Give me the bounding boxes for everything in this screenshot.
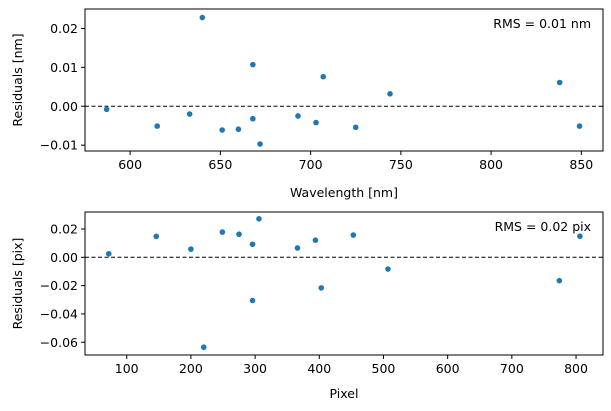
data-point [250,115,256,122]
data-point [219,229,226,235]
data-point [153,233,160,240]
x-axis-label: Wavelength [nm] [290,185,398,200]
data-point [556,79,563,86]
y-tick-label: −0.06 [40,335,78,350]
rms-annotation: RMS = 0.02 pix [495,219,591,234]
y-tick-label: −0.04 [40,306,78,321]
x-tick-label: 400 [307,361,331,376]
data-point [556,277,563,284]
data-point [295,113,301,119]
x-axis-label: Pixel [330,386,359,401]
x-tick-label: 700 [299,157,323,172]
data-point [199,14,206,21]
x-tick-label: 600 [436,361,460,376]
x-tick-label: 750 [389,157,413,172]
y-axis-label: Residuals [pix] [10,238,25,330]
data-point [249,297,256,304]
data-point [219,127,225,133]
x-tick-label: 600 [118,157,142,172]
plot-frame [84,8,604,152]
y-tick-label: 0.02 [50,21,78,36]
y-axis-label: Residuals [nm] [10,33,25,126]
y-tick-label: −0.01 [40,138,78,153]
x-tick-label: 300 [243,361,267,376]
data-point [577,233,583,240]
data-point [387,91,393,97]
data-point [257,141,263,147]
data-point [103,106,110,113]
data-point [105,250,112,257]
x-tick-label: 700 [500,361,524,376]
y-tick-label: 0.02 [50,221,78,236]
data-point [249,241,256,248]
data-point [576,123,583,129]
data-point [256,215,262,222]
x-tick-label: 200 [179,361,203,376]
rms-annotation: RMS = 0.01 nm [493,16,591,31]
x-tick-label: 650 [208,157,232,172]
data-point [188,246,194,252]
data-point [385,266,391,272]
data-point [352,124,359,131]
data-point [236,231,242,238]
data-point [294,245,301,251]
data-point [318,285,325,291]
pixel-residuals-panel: 100 200 300 400 500 600 700 800 −0.06 −0.04 −0.02 0… [10,211,604,401]
data-point [350,232,357,238]
plot-frame [84,211,604,356]
x-tick-label: 500 [372,361,396,376]
x-tick-label: 850 [569,157,593,172]
x-tick-label: 800 [564,361,588,376]
y-tick-label: 0.01 [50,60,78,75]
data-point [250,61,256,68]
data-point [186,111,193,117]
data-point [312,237,319,243]
data-point [235,126,242,133]
y-tick-label: 0.00 [50,99,78,114]
data-point [200,344,207,351]
data-point [320,73,327,80]
y-tick-label: 0.00 [50,250,78,265]
y-tick-label: −0.02 [40,278,78,293]
x-tick-label: 800 [479,157,503,172]
wavelength-residuals-panel: 600 650 700 750 800 850 −0.01 0.00 0.01 0.02 Wavel… [10,8,604,200]
x-tick-label: 100 [115,361,139,376]
data-point [313,119,319,126]
data-point [154,123,160,129]
